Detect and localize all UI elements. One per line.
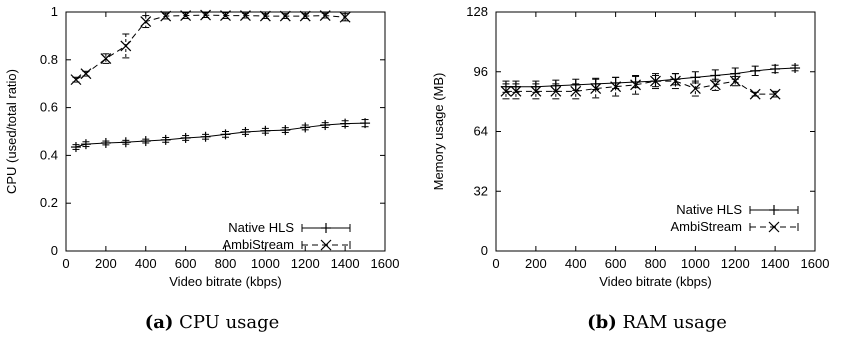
- error-bar: [102, 53, 110, 64]
- data-point: [339, 11, 351, 23]
- caption-text: RAM usage: [617, 312, 727, 333]
- x-tick-label: 600: [605, 256, 627, 271]
- data-point: [630, 79, 641, 91]
- data-point: [200, 9, 211, 21]
- x-axis-label: Video bitrate (kbps): [169, 274, 282, 289]
- x-tick-label: 0: [492, 256, 499, 271]
- series-line: [75, 122, 366, 148]
- y-tick-label: 64: [474, 124, 488, 139]
- data-point: [279, 10, 291, 22]
- data-point: [749, 88, 761, 100]
- caption-text: CPU usage: [173, 312, 279, 333]
- data-point: [610, 81, 622, 93]
- data-point: [590, 83, 602, 94]
- data-point: [670, 75, 681, 87]
- x-tick-label: 0: [62, 256, 69, 271]
- legend-marker: [768, 221, 780, 233]
- legend-marker: [320, 239, 332, 251]
- y-tick-label: 0: [51, 243, 58, 258]
- error-bar: [632, 74, 640, 95]
- y-axis-label: Memory usage (MB): [431, 73, 446, 191]
- data-point: [240, 10, 251, 22]
- x-tick-label: 600: [175, 256, 197, 271]
- data-point: [510, 85, 522, 97]
- y-tick-label: 0.6: [40, 100, 58, 115]
- error-bar: [592, 78, 600, 99]
- y-tick-label: 32: [474, 183, 488, 198]
- caption-label: (b): [587, 312, 617, 333]
- legend: Native HLS AmbiStream: [670, 202, 799, 234]
- x-tick-label: 400: [565, 256, 587, 271]
- y-tick-label: 0.8: [40, 52, 58, 67]
- caption: (b) RAM usage: [587, 312, 727, 333]
- data-point: [70, 74, 82, 86]
- y-tick-label: 96: [474, 64, 488, 79]
- data-point: [500, 85, 512, 97]
- data-point: [319, 10, 331, 22]
- data-point: [709, 79, 721, 91]
- x-tick-label: 400: [135, 256, 157, 271]
- data-point: [140, 16, 152, 27]
- data-point: [160, 10, 172, 22]
- data-point: [650, 75, 661, 87]
- x-tick-label: 200: [95, 256, 117, 271]
- x-tick-label: 800: [215, 256, 237, 271]
- series-line: [505, 67, 796, 88]
- y-axis-label: CPU (used/total ratio): [4, 69, 19, 194]
- legend: Native HLS AmbiStream: [222, 220, 351, 252]
- y-tick-label: 0.4: [40, 147, 58, 162]
- series-ambistream: [70, 9, 351, 86]
- data-point: [570, 85, 582, 97]
- y-tick-label: 1: [51, 4, 58, 19]
- y-tick-label: 0: [481, 243, 488, 258]
- legend-label: AmbiStream: [670, 219, 742, 234]
- x-tick-label: 1200: [291, 256, 320, 271]
- caption: (a) CPU usage: [145, 312, 280, 333]
- legend-label: Native HLS: [676, 202, 742, 217]
- error-bar: [612, 76, 620, 97]
- data-point: [80, 68, 92, 80]
- series-native-hls: [70, 118, 371, 153]
- series-ambistream: [500, 73, 781, 100]
- x-tick-label: 1000: [251, 256, 280, 271]
- x-tick-label: 800: [645, 256, 667, 271]
- legend-label: AmbiStream: [222, 237, 294, 252]
- x-axis-label: Video bitrate (kbps): [599, 274, 712, 289]
- chart-ram-usage: 0 200 400 600 800 1000 1200 1400 1600 0 32 64 96 128 V…: [431, 4, 829, 333]
- series-line: [75, 14, 346, 81]
- data-point: [689, 83, 701, 94]
- series-native-hls: [500, 63, 801, 93]
- data-point: [100, 53, 112, 65]
- x-tick-label: 1600: [371, 256, 400, 271]
- x-tick-label: 1000: [681, 256, 710, 271]
- x-tick-label: 1600: [801, 256, 830, 271]
- x-tick-label: 1400: [331, 256, 360, 271]
- data-point: [220, 10, 231, 22]
- data-point: [550, 85, 562, 97]
- data-point: [299, 10, 311, 22]
- data-point: [769, 88, 781, 100]
- x-tick-label: 1400: [761, 256, 790, 271]
- data-point: [530, 85, 542, 97]
- plot-frame: [495, 11, 816, 252]
- data-point: [259, 10, 271, 22]
- x-tick-label: 200: [525, 256, 547, 271]
- legend-label: Native HLS: [228, 220, 294, 235]
- caption-label: (a): [145, 312, 174, 333]
- data-point: [729, 75, 741, 87]
- y-tick-label: 128: [466, 4, 488, 19]
- data-point: [120, 40, 132, 52]
- chart-cpu-usage: 0 200 400 600 800 1000 1200 1400 1600 0 0.2 0.4 0.6 0…: [4, 4, 399, 333]
- error-bar: [341, 13, 349, 22]
- y-tick-label: 0.2: [40, 195, 58, 210]
- x-tick-label: 1200: [721, 256, 750, 271]
- series-line: [505, 80, 776, 95]
- data-point: [180, 10, 192, 22]
- error-bar: [731, 75, 739, 87]
